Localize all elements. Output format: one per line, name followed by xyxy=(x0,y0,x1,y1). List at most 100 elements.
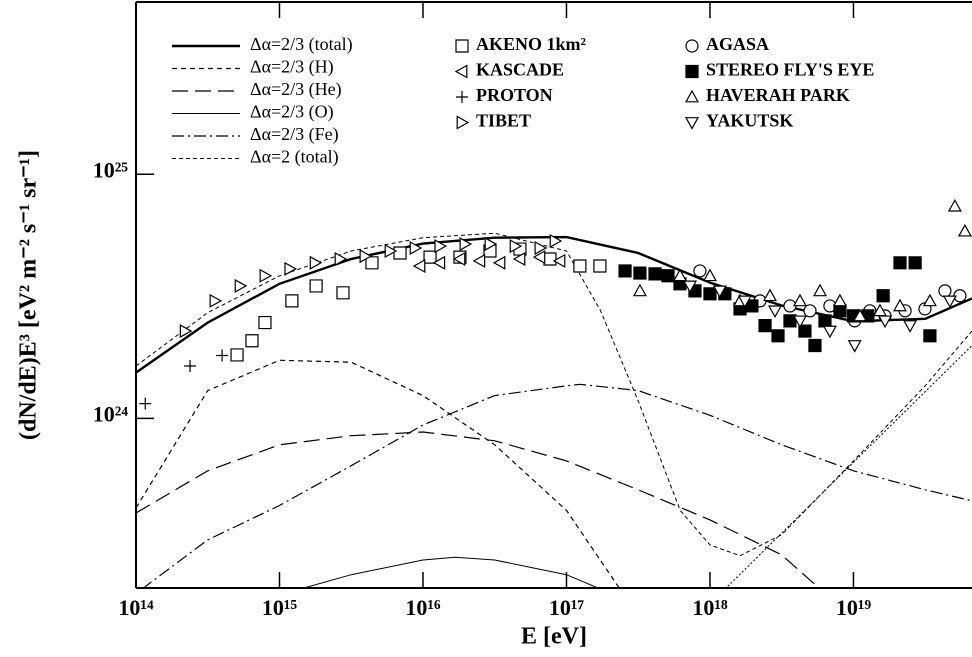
x-axis-label: E [eV] xyxy=(521,624,587,650)
curves xyxy=(136,198,972,588)
marker xyxy=(409,240,423,256)
marker xyxy=(693,264,707,278)
legend-label: YAKUTSK xyxy=(706,111,793,131)
marker xyxy=(258,315,272,330)
marker xyxy=(947,198,962,212)
marker xyxy=(703,287,717,301)
marker xyxy=(771,329,785,343)
legend-label: HAVERAH PARK xyxy=(706,85,850,105)
marker xyxy=(661,269,675,283)
legend-marker xyxy=(684,89,700,103)
x-tick-label: 10¹⁵ xyxy=(262,595,298,620)
marker xyxy=(412,259,426,274)
marker xyxy=(792,315,808,329)
marker xyxy=(459,237,473,252)
marker xyxy=(336,286,350,300)
marker xyxy=(783,314,797,328)
marker xyxy=(285,294,299,308)
marker xyxy=(509,239,523,254)
legend-marker xyxy=(456,91,468,103)
marker xyxy=(259,268,273,283)
x-tick-label: 10¹⁷ xyxy=(549,595,585,620)
marker xyxy=(702,268,717,282)
marker xyxy=(737,295,752,309)
marker xyxy=(847,340,862,353)
marker xyxy=(359,249,373,264)
marker xyxy=(434,239,448,254)
marker xyxy=(852,308,867,322)
marker xyxy=(672,268,687,282)
marker xyxy=(942,295,957,309)
marker xyxy=(648,267,662,281)
marker xyxy=(245,334,259,348)
marker xyxy=(334,251,348,266)
marker xyxy=(230,348,244,362)
marker xyxy=(423,250,437,264)
marker xyxy=(633,266,647,280)
marker xyxy=(892,298,908,312)
marker xyxy=(432,255,446,270)
marker xyxy=(822,325,837,339)
marker xyxy=(818,314,832,328)
legend-label: AGASA xyxy=(706,34,769,54)
marker xyxy=(893,256,907,270)
marker xyxy=(309,255,323,270)
marker xyxy=(813,283,828,297)
legend-marker xyxy=(455,39,469,53)
marker xyxy=(632,283,647,297)
marker xyxy=(903,320,918,333)
curve xyxy=(302,556,600,588)
marker xyxy=(798,324,812,338)
marker xyxy=(532,250,546,265)
legend-marker xyxy=(685,39,699,53)
legend-label: TIBET xyxy=(476,111,531,131)
marker xyxy=(938,284,952,298)
y-axis-label: (dN/dE)E³ [eV² m⁻² s⁻¹ sr⁻¹] xyxy=(16,150,42,440)
marker xyxy=(832,293,847,307)
marker xyxy=(878,315,893,329)
marker xyxy=(573,259,587,273)
marker xyxy=(758,319,772,333)
legend-marker xyxy=(454,64,468,79)
legend-label: Δα=2/3 (Fe) xyxy=(250,124,339,145)
marker xyxy=(549,234,563,249)
legend-label: Δα=2/3 (He) xyxy=(250,79,342,100)
curve xyxy=(136,431,820,588)
y-tick-label: 10²⁴ xyxy=(93,401,129,426)
legend-label: PROTON xyxy=(476,85,553,105)
legend-label: STEREO FLY'S EYE xyxy=(706,60,874,80)
marker xyxy=(384,244,398,259)
marker xyxy=(808,338,822,353)
marker xyxy=(184,359,197,372)
legend-label: AKENO 1km² xyxy=(476,34,586,54)
marker xyxy=(534,240,548,256)
marker xyxy=(792,293,808,307)
marker xyxy=(803,304,817,318)
x-tick-label: 10¹⁸ xyxy=(692,595,728,620)
marker xyxy=(209,293,223,308)
marker xyxy=(745,299,759,313)
legend-label: KASCADE xyxy=(476,60,564,80)
curve xyxy=(136,232,972,557)
x-tick-label: 10¹⁴ xyxy=(118,595,154,620)
curve xyxy=(725,345,972,588)
curve xyxy=(142,383,972,588)
marker xyxy=(284,261,298,276)
marker xyxy=(767,305,783,319)
marker xyxy=(452,251,466,266)
marker xyxy=(179,324,193,339)
curve xyxy=(136,359,620,588)
x-tick-label: 10¹⁹ xyxy=(836,595,872,620)
legend-label: Δα=2 (total) xyxy=(250,147,339,168)
legend-label: Δα=2/3 (H) xyxy=(250,57,334,78)
marker xyxy=(472,253,486,268)
marker xyxy=(618,264,632,278)
marker xyxy=(365,256,379,270)
marker xyxy=(957,223,972,237)
marker xyxy=(393,246,407,260)
marker xyxy=(833,304,847,318)
marker xyxy=(492,255,506,270)
marker xyxy=(953,289,967,303)
legend-marker xyxy=(684,117,700,130)
